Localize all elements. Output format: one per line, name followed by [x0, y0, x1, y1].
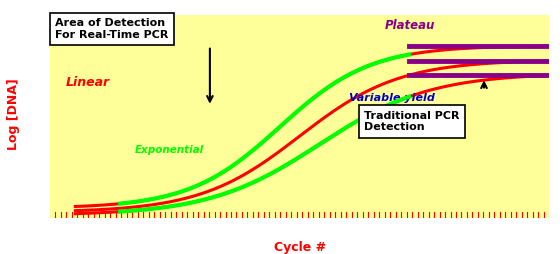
Text: Cycle #: Cycle # — [273, 242, 326, 254]
Text: Plateau: Plateau — [384, 20, 435, 33]
Text: Traditional PCR
Detection: Traditional PCR Detection — [365, 111, 460, 132]
Text: Log [DNA]: Log [DNA] — [7, 78, 20, 150]
Text: Area of Detection
For Real-Time PCR: Area of Detection For Real-Time PCR — [55, 18, 169, 40]
Text: Linear: Linear — [66, 76, 109, 89]
Text: Variable yield: Variable yield — [349, 93, 435, 103]
Text: Exponential: Exponential — [135, 146, 204, 155]
